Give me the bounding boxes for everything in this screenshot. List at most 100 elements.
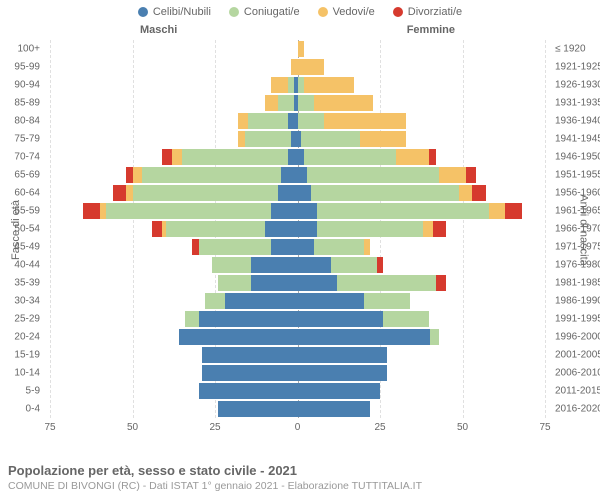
pyramid-row <box>50 166 545 184</box>
bar-segment <box>301 131 360 147</box>
bar-segment <box>298 221 318 237</box>
bar-segment <box>298 311 384 327</box>
female-bar <box>298 383 546 399</box>
bar-segment <box>317 203 489 219</box>
pyramid-row <box>50 94 545 112</box>
legend-swatch <box>318 7 328 17</box>
birth-year-tick: 1956-1960 <box>555 188 600 199</box>
bar-segment <box>298 347 387 363</box>
bar-segment <box>466 167 476 183</box>
bar-segment <box>298 59 324 75</box>
bar-segment <box>251 275 297 291</box>
male-bar <box>50 275 298 291</box>
birth-year-tick: 1931-1935 <box>555 98 600 109</box>
bar-segment <box>133 167 143 183</box>
female-bar <box>298 257 546 273</box>
pyramid-row <box>50 202 545 220</box>
bar-segment <box>298 365 387 381</box>
female-bar <box>298 59 546 75</box>
pyramid-row <box>50 40 545 58</box>
birth-year-tick: 1951-1955 <box>555 170 600 181</box>
gridline <box>545 40 546 418</box>
bar-segment <box>383 311 429 327</box>
x-tick: 75 <box>539 422 550 433</box>
age-tick: 65-69 <box>14 170 40 181</box>
bar-segment <box>298 41 305 57</box>
bar-segment <box>199 311 298 327</box>
age-tick: 25-29 <box>14 314 40 325</box>
pyramid-row <box>50 292 545 310</box>
age-tick: 55-59 <box>14 206 40 217</box>
bar-segment <box>436 275 446 291</box>
legend-swatch <box>393 7 403 17</box>
bar-segment <box>199 239 272 255</box>
age-tick: 75-79 <box>14 134 40 145</box>
age-tick: 70-74 <box>14 152 40 163</box>
bar-segment <box>298 203 318 219</box>
birth-year-tick: 2006-2010 <box>555 368 600 379</box>
bar-segment <box>304 149 396 165</box>
pyramid-row <box>50 310 545 328</box>
male-bar <box>50 239 298 255</box>
age-tick: 60-64 <box>14 188 40 199</box>
birth-year-tick: 1976-1980 <box>555 260 600 271</box>
bar-segment <box>182 149 288 165</box>
birth-year-tick: 1991-1995 <box>555 314 600 325</box>
birth-year-tick: 1961-1965 <box>555 206 600 217</box>
bar-segment <box>218 401 297 417</box>
bar-segment <box>288 149 298 165</box>
birth-year-tick: 1946-1950 <box>555 152 600 163</box>
x-axis: 7550250255075 <box>50 420 545 440</box>
legend-label: Divorziati/e <box>408 6 462 18</box>
male-bar <box>50 347 298 363</box>
age-tick: 10-14 <box>14 368 40 379</box>
male-bar <box>50 167 298 183</box>
legend-label: Vedovi/e <box>333 6 375 18</box>
legend-label: Celibi/Nubili <box>153 6 211 18</box>
pyramid-row <box>50 328 545 346</box>
age-tick: 90-94 <box>14 80 40 91</box>
bar-segment <box>472 185 485 201</box>
bar-segment <box>265 95 278 111</box>
bar-segment <box>304 77 354 93</box>
pyramid-row <box>50 130 545 148</box>
plot <box>50 40 545 418</box>
bar-segment <box>126 167 133 183</box>
male-bar <box>50 311 298 327</box>
bar-segment <box>199 383 298 399</box>
bar-segment <box>100 203 107 219</box>
birth-year-tick: 1926-1930 <box>555 80 600 91</box>
bar-segment <box>298 149 305 165</box>
male-bar <box>50 41 298 57</box>
bar-segment <box>265 221 298 237</box>
male-bar <box>50 149 298 165</box>
bar-segment <box>433 221 446 237</box>
age-tick: 85-89 <box>14 98 40 109</box>
male-bar <box>50 329 298 345</box>
bar-segment <box>298 383 381 399</box>
male-bar <box>50 131 298 147</box>
bar-segment <box>278 95 295 111</box>
bar-segment <box>298 167 308 183</box>
bar-segment <box>271 77 288 93</box>
bar-segment <box>439 167 465 183</box>
female-bar <box>298 221 546 237</box>
bar-segment <box>505 203 522 219</box>
pyramid-row <box>50 382 545 400</box>
bar-segment <box>225 293 298 309</box>
male-bar <box>50 293 298 309</box>
age-tick: 40-44 <box>14 260 40 271</box>
birth-year-tick: 2016-2020 <box>555 404 600 415</box>
age-tick: 100+ <box>17 44 40 55</box>
male-bar <box>50 77 298 93</box>
male-bar <box>50 401 298 417</box>
bar-segment <box>337 275 436 291</box>
pyramid-row <box>50 238 545 256</box>
birth-year-tick: ≤ 1920 <box>555 44 586 55</box>
female-bar <box>298 293 546 309</box>
age-tick: 5-9 <box>26 386 40 397</box>
age-tick: 30-34 <box>14 296 40 307</box>
x-tick: 25 <box>209 422 220 433</box>
bar-segment <box>113 185 126 201</box>
bar-segment <box>251 257 297 273</box>
